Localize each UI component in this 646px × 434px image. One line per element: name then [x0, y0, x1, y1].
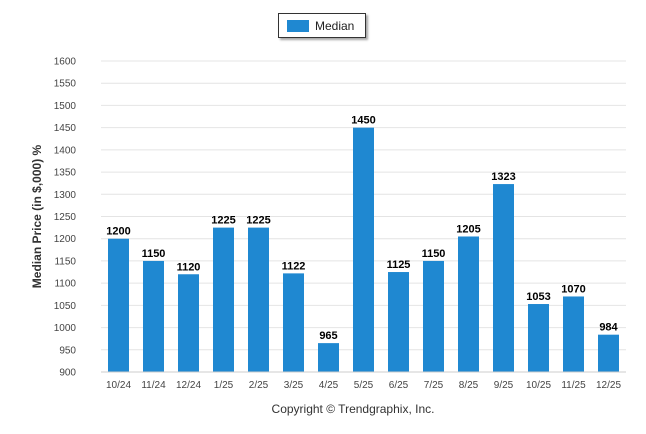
data-label: 1225: [211, 215, 235, 227]
data-label: 1122: [282, 260, 306, 272]
bar-12-25[interactable]: [598, 334, 619, 372]
legend-swatch: [287, 19, 309, 32]
y-tick-label: 1450: [54, 123, 77, 134]
y-tick-label: 1150: [54, 256, 76, 267]
bar-12-24[interactable]: [178, 274, 199, 372]
data-label: 984: [599, 322, 618, 334]
data-labels: 1200 1150 1120 1225 1225 1122 965 1450 1125 1150 1…: [106, 115, 618, 342]
bar-9-25[interactable]: [493, 184, 514, 372]
x-tick-label: 9/25: [494, 380, 514, 391]
data-label: 965: [319, 330, 337, 342]
x-tick-label: 10/24: [106, 380, 131, 391]
x-tick-label: 8/25: [459, 380, 479, 391]
bars: [108, 127, 619, 373]
y-tick-label: 1000: [54, 323, 77, 334]
x-tick-label: 7/25: [424, 380, 444, 391]
y-tick-label: 1400: [54, 145, 77, 156]
data-label: 1070: [561, 283, 585, 295]
legend[interactable]: Median: [278, 13, 366, 38]
bar-10-25[interactable]: [528, 304, 549, 372]
x-tick-label: 12/25: [596, 380, 621, 391]
x-tick-label: 6/25: [389, 380, 409, 391]
bar-2-25[interactable]: [248, 227, 269, 372]
bar-3-25[interactable]: [283, 273, 304, 372]
x-tick-label: 2/25: [249, 380, 269, 391]
x-tick-label: 5/25: [354, 380, 374, 391]
y-tick-label: 1250: [54, 212, 77, 223]
legend-label: Median: [315, 18, 355, 33]
bar-10-24[interactable]: [108, 238, 129, 372]
data-label: 1225: [246, 215, 270, 227]
data-label: 1450: [351, 115, 375, 127]
data-label: 1323: [491, 171, 515, 183]
x-tick-label: 3/25: [284, 380, 304, 391]
x-axis-ticks: 10/24 11/24 12/24 1/25 2/25 3/25 4/25 5/25 6/25 7…: [106, 380, 621, 391]
data-label: 1125: [387, 259, 411, 271]
y-tick-label: 1100: [54, 279, 76, 290]
bar-6-25[interactable]: [388, 272, 409, 372]
data-label: 1200: [106, 226, 130, 238]
data-label: 1205: [456, 223, 480, 235]
copyright-text: Copyright © Trendgraphix, Inc.: [271, 402, 435, 416]
bar-7-25[interactable]: [423, 260, 444, 372]
y-tick-label: 1500: [54, 101, 77, 112]
y-tick-label: 1350: [54, 168, 77, 179]
bar-11-24[interactable]: [143, 260, 164, 372]
x-tick-label: 1/25: [214, 380, 234, 391]
x-tick-label: 11/25: [561, 380, 586, 391]
y-tick-label: 950: [59, 345, 76, 356]
data-label: 1150: [422, 248, 446, 260]
bar-11-25[interactable]: [563, 296, 584, 372]
bar-1-25[interactable]: [213, 227, 234, 372]
y-tick-label: 1050: [54, 301, 77, 312]
y-axis-ticks: 900 950 1000 1050 1100 1150 1200 1250 1300 1350 14…: [54, 57, 77, 379]
y-axis-title: Median Price (in $,000) %: [30, 144, 44, 288]
x-tick-label: 12/24: [176, 380, 201, 391]
bar-5-25[interactable]: [353, 127, 374, 373]
x-tick-label: 10/25: [526, 380, 551, 391]
data-label: 1150: [142, 248, 166, 260]
x-tick-label: 11/24: [141, 380, 166, 391]
y-tick-label: 1200: [54, 234, 77, 245]
data-label: 1053: [526, 291, 550, 303]
data-label: 1120: [177, 261, 201, 273]
y-tick-label: 900: [59, 368, 76, 379]
bar-4-25[interactable]: [318, 343, 339, 372]
y-tick-label: 1300: [54, 190, 77, 201]
y-tick-label: 1600: [54, 57, 77, 68]
bar-8-25[interactable]: [458, 236, 479, 372]
y-tick-label: 1550: [54, 79, 77, 90]
x-tick-label: 4/25: [319, 380, 339, 391]
